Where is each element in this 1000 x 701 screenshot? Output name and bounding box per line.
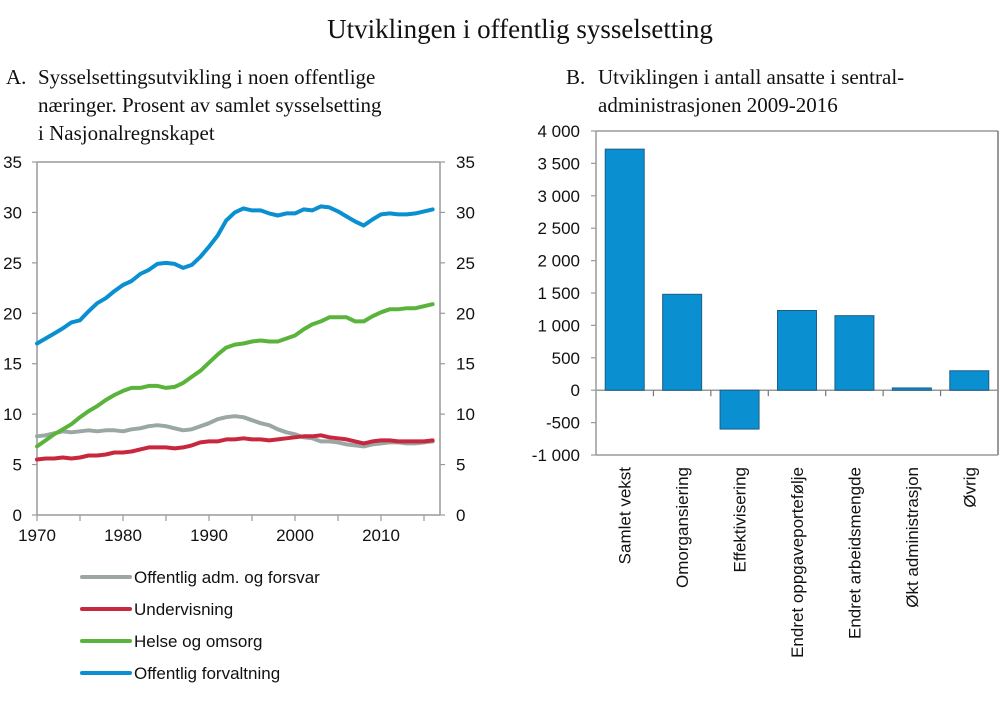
x-category-label: Effektivisering xyxy=(731,467,750,573)
panel-b-title-line: administrasjonen 2009-2016 xyxy=(598,93,838,117)
y-tick-label: 2 000 xyxy=(537,252,580,271)
panel-a-letter: A. xyxy=(6,65,27,89)
x-category-label: Endret arbeidsmengde xyxy=(845,467,864,639)
y-tick-label: 2 500 xyxy=(537,219,580,238)
bar xyxy=(662,293,703,391)
bar xyxy=(949,370,990,391)
series-line-helse-og-omsorg xyxy=(35,302,435,449)
panel-a-title-line: i Nasjonalregnskapet xyxy=(38,121,215,145)
y-tick-label-right: 25 xyxy=(456,254,475,273)
y-tick-label-left: 10 xyxy=(3,405,22,424)
x-tick-label: 2000 xyxy=(276,526,314,545)
main-title: Utviklingen i offentlig sysselsetting xyxy=(327,14,713,44)
y-tick-label-left: 0 xyxy=(13,506,22,525)
y-tick-label-left: 30 xyxy=(3,203,22,222)
y-tick-label-right: 5 xyxy=(456,456,465,475)
y-tick-label-right: 10 xyxy=(456,405,475,424)
x-category-label: Endret oppgaveportefølje xyxy=(788,467,807,658)
y-tick-label: -1 000 xyxy=(532,446,580,465)
legend-label: Offentlig adm. og forsvar xyxy=(134,568,320,587)
panel-a-title: A. Sysselsettingsutvikling i noen offent… xyxy=(6,63,446,153)
y-tick-label-right: 35 xyxy=(456,153,475,172)
y-tick-label-left: 20 xyxy=(3,304,22,323)
x-category-label: Øvrig xyxy=(960,467,979,508)
series-line-offentlig-adm-og-forsvar xyxy=(35,414,435,449)
panel-b-title: B. Utviklingen i antall ansatte i sentra… xyxy=(566,63,996,123)
x-tick-label: 1990 xyxy=(190,526,228,545)
x-tick-label: 1980 xyxy=(104,526,142,545)
y-tick-label: 500 xyxy=(552,349,580,368)
line-chart-a: 0 5 10 15 20 25 30 35 0 5 10 15 20 25 30 35 1970 1980 1990… xyxy=(3,153,475,683)
x-category-label: Økt administrasjon xyxy=(903,467,922,608)
y-tick-label-right: 15 xyxy=(456,355,475,374)
x-category-label: Samlet vekst xyxy=(616,467,635,565)
y-tick-label: 1 500 xyxy=(537,284,580,303)
legend-label: Undervisning xyxy=(134,600,233,619)
bar xyxy=(604,148,645,391)
panel-a-title-line: Sysselsettingsutvikling i noen offentlig… xyxy=(38,65,376,89)
y-tick-label-right: 0 xyxy=(456,506,465,525)
y-tick-label: 3 000 xyxy=(537,187,580,206)
panel-b-letter: B. xyxy=(566,65,586,89)
legend-label: Helse og omsorg xyxy=(134,632,263,651)
x-tick-label: 1970 xyxy=(18,526,56,545)
legend-label: Offentlig forvaltning xyxy=(134,664,280,683)
y-tick-label-left: 35 xyxy=(3,153,22,172)
y-tick-label: 1 000 xyxy=(537,316,580,335)
y-tick-label-right: 30 xyxy=(456,203,475,222)
x-tick-label: 2010 xyxy=(362,526,400,545)
series-line-undervisning xyxy=(35,433,435,462)
panel-a-title-line: næringer. Prosent av samlet sysselsettin… xyxy=(38,93,382,117)
bar xyxy=(834,315,875,391)
panel-b-title-line: Utviklingen i antall ansatte i sentral- xyxy=(598,65,905,89)
y-tick-label-left: 15 xyxy=(3,355,22,374)
y-tick-label-left: 25 xyxy=(3,254,22,273)
y-tick-label: 4 000 xyxy=(537,122,580,141)
bar-chart-b: -1 000 -500 0 500 1 000 1 500 2 000 2 500 3 000 3… xyxy=(532,122,999,658)
y-tick-label: -500 xyxy=(546,414,580,433)
bar xyxy=(777,309,817,391)
bar xyxy=(891,387,932,391)
x-category-label: Omorgansiering xyxy=(673,467,692,588)
y-tick-label-right: 20 xyxy=(456,304,475,323)
y-tick-label: 0 xyxy=(571,381,580,400)
y-tick-label: 3 500 xyxy=(537,154,580,173)
y-tick-label-left: 5 xyxy=(13,456,22,475)
bar xyxy=(719,389,760,430)
series-line-offentlig-forvaltning xyxy=(35,204,435,346)
